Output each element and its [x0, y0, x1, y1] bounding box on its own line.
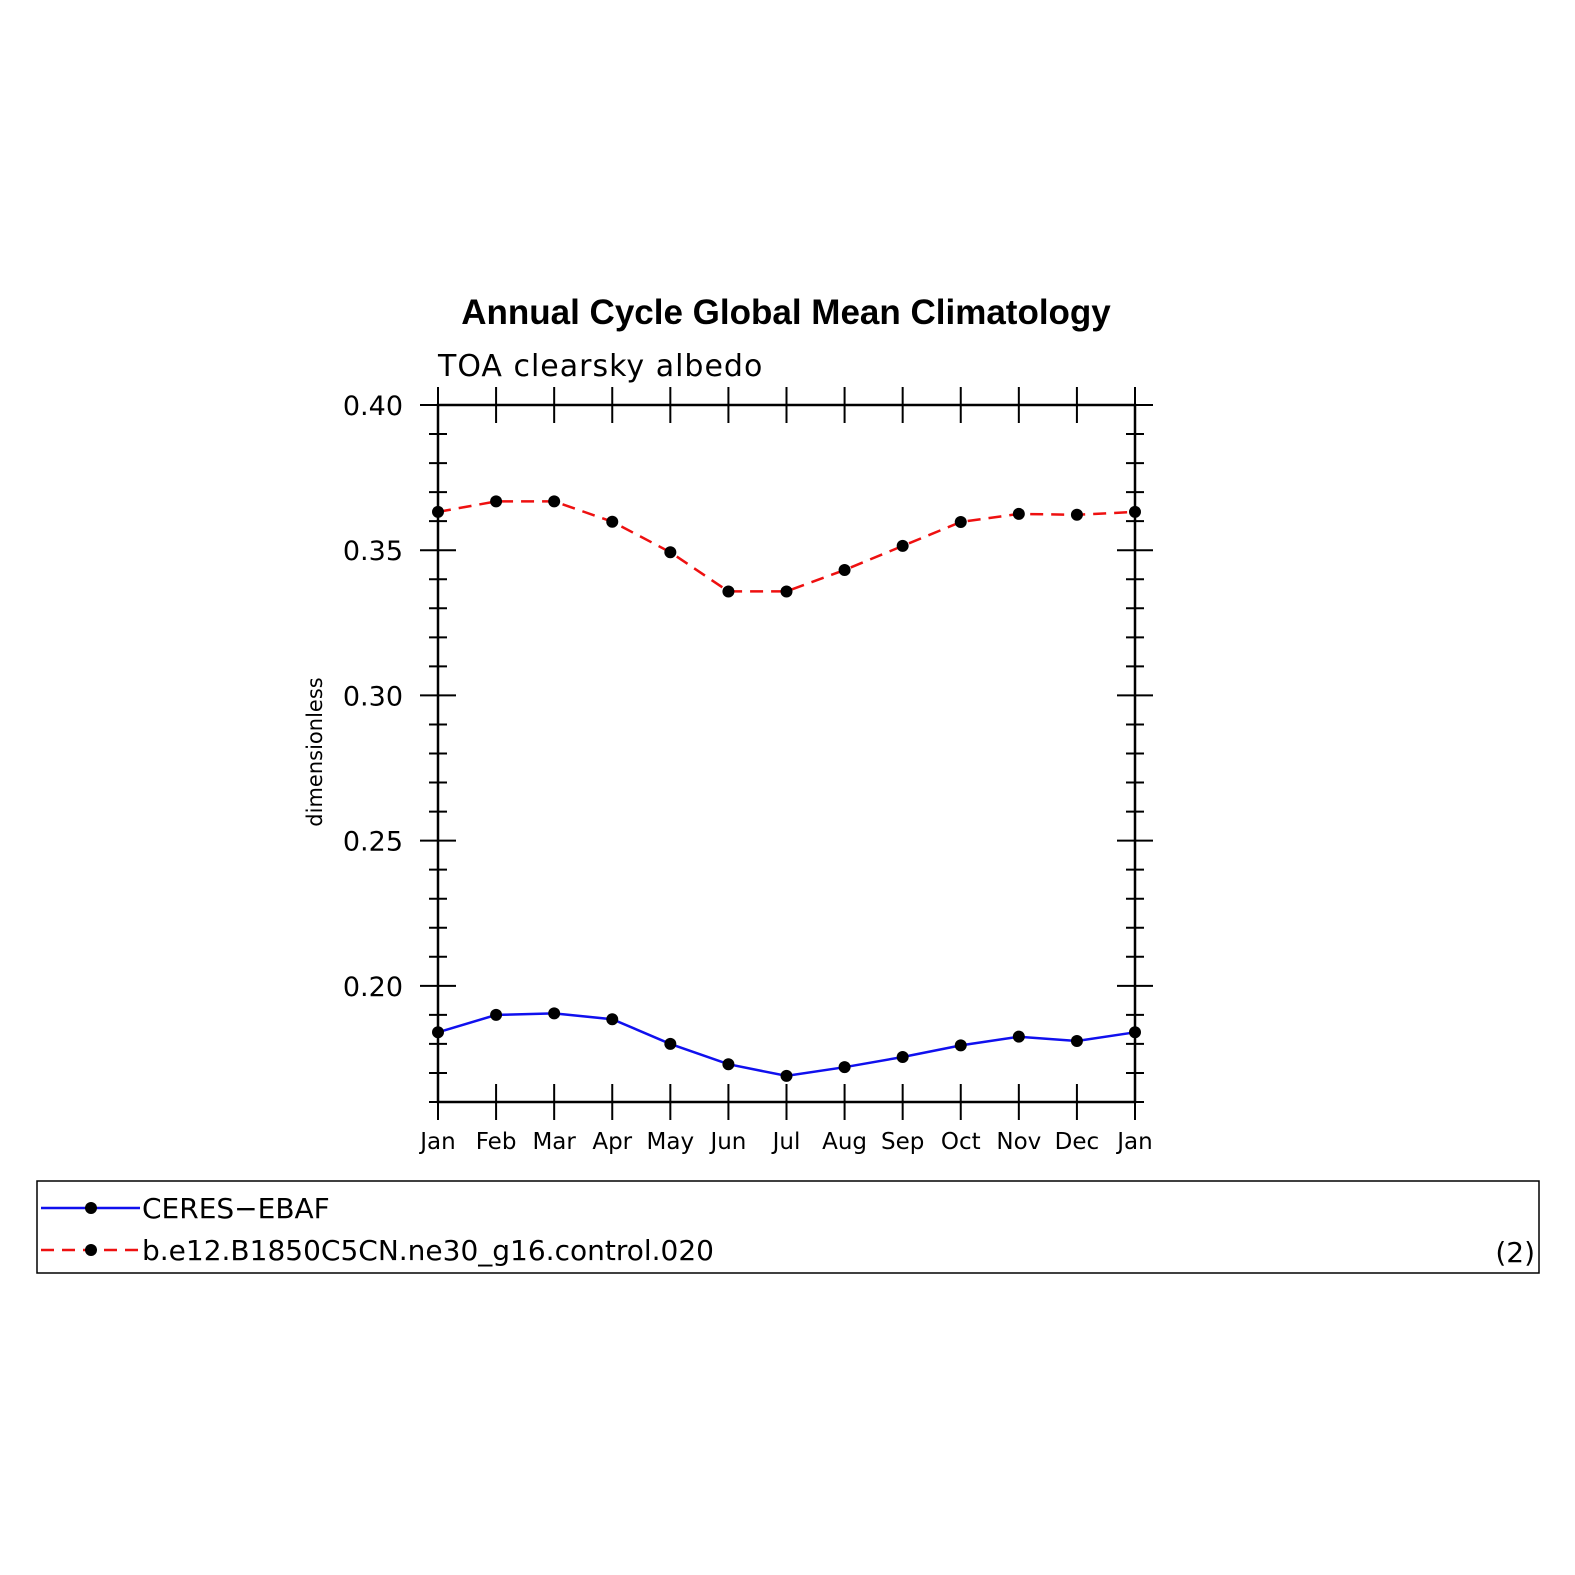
x-tick-label: Dec [1055, 1129, 1100, 1155]
series-layer [432, 495, 1141, 1082]
legend-box [36, 1180, 1540, 1274]
y-tick-label: 0.25 [343, 827, 403, 858]
series-line-0 [437, 1012, 1136, 1078]
legend-marker-ceres [85, 1202, 97, 1214]
data-point-series-0 [896, 1050, 909, 1063]
data-point-series-0 [838, 1061, 851, 1074]
axes: 0.20 0.25 0.30 0.35 0.40 Jan Feb Mar Apr May Jun Ju… [343, 387, 1153, 1155]
y-tick-label: 0.30 [343, 681, 403, 712]
x-tick-label: Mar [532, 1129, 576, 1155]
y-axis-label: dimensionless [303, 677, 327, 826]
x-tick-label: Apr [592, 1129, 632, 1155]
x-tick-label: Jan [418, 1129, 455, 1155]
panel-label: (2) [1495, 1236, 1535, 1269]
data-point-series-1 [548, 495, 561, 508]
data-point-series-1 [1129, 505, 1141, 518]
x-tick-label: Jan [1115, 1129, 1152, 1155]
data-point-series-0 [954, 1039, 967, 1052]
y-tick-label: 0.20 [343, 972, 403, 1003]
plot-frame [436, 403, 1137, 1104]
x-tick-label: Jul [771, 1129, 801, 1155]
data-point-series-1 [780, 585, 793, 598]
series-line-1 [437, 500, 1136, 593]
data-point-series-1 [664, 546, 677, 559]
chart-subtitle: TOA clearsky albedo [437, 349, 763, 384]
data-point-series-0 [1070, 1035, 1083, 1048]
data-point-series-1 [432, 505, 444, 518]
legend-label-model: b.e12.B1850C5CN.ne30_g16.control.020 [142, 1234, 714, 1267]
data-point-series-0 [780, 1069, 793, 1082]
x-tick-label: Feb [476, 1129, 517, 1155]
data-point-series-0 [1012, 1030, 1025, 1043]
data-point-series-0 [722, 1058, 735, 1071]
data-point-series-1 [838, 563, 851, 576]
x-tick-label: Nov [996, 1129, 1041, 1155]
x-tick-label: Sep [881, 1129, 924, 1155]
y-tick-label: 0.35 [343, 536, 403, 567]
data-point-series-1 [1012, 507, 1025, 520]
data-point-series-0 [606, 1013, 619, 1026]
x-tick-label: Aug [822, 1129, 867, 1155]
data-point-series-1 [1070, 508, 1083, 521]
x-tick-label: Oct [941, 1129, 981, 1155]
legend-label-ceres: CERES−EBAF [142, 1192, 330, 1225]
data-point-series-0 [432, 1026, 444, 1039]
data-point-series-0 [1129, 1026, 1141, 1039]
data-point-series-1 [954, 516, 967, 529]
legend-marker-model [85, 1244, 97, 1256]
data-point-series-1 [490, 495, 503, 508]
x-tick-label: Jun [708, 1129, 746, 1155]
data-point-series-0 [548, 1007, 561, 1020]
data-point-series-1 [606, 515, 619, 528]
x-tick-label: May [647, 1129, 695, 1155]
data-point-series-0 [490, 1008, 503, 1021]
data-point-series-0 [664, 1037, 677, 1050]
y-tick-label: 0.40 [343, 391, 403, 422]
legend: CERES−EBAF b.e12.B1850C5CN.ne30_g16.cont… [36, 1180, 1540, 1274]
chart-title: Annual Cycle Global Mean Climatology [461, 293, 1111, 332]
data-point-series-1 [722, 585, 735, 598]
data-point-series-1 [896, 539, 909, 552]
